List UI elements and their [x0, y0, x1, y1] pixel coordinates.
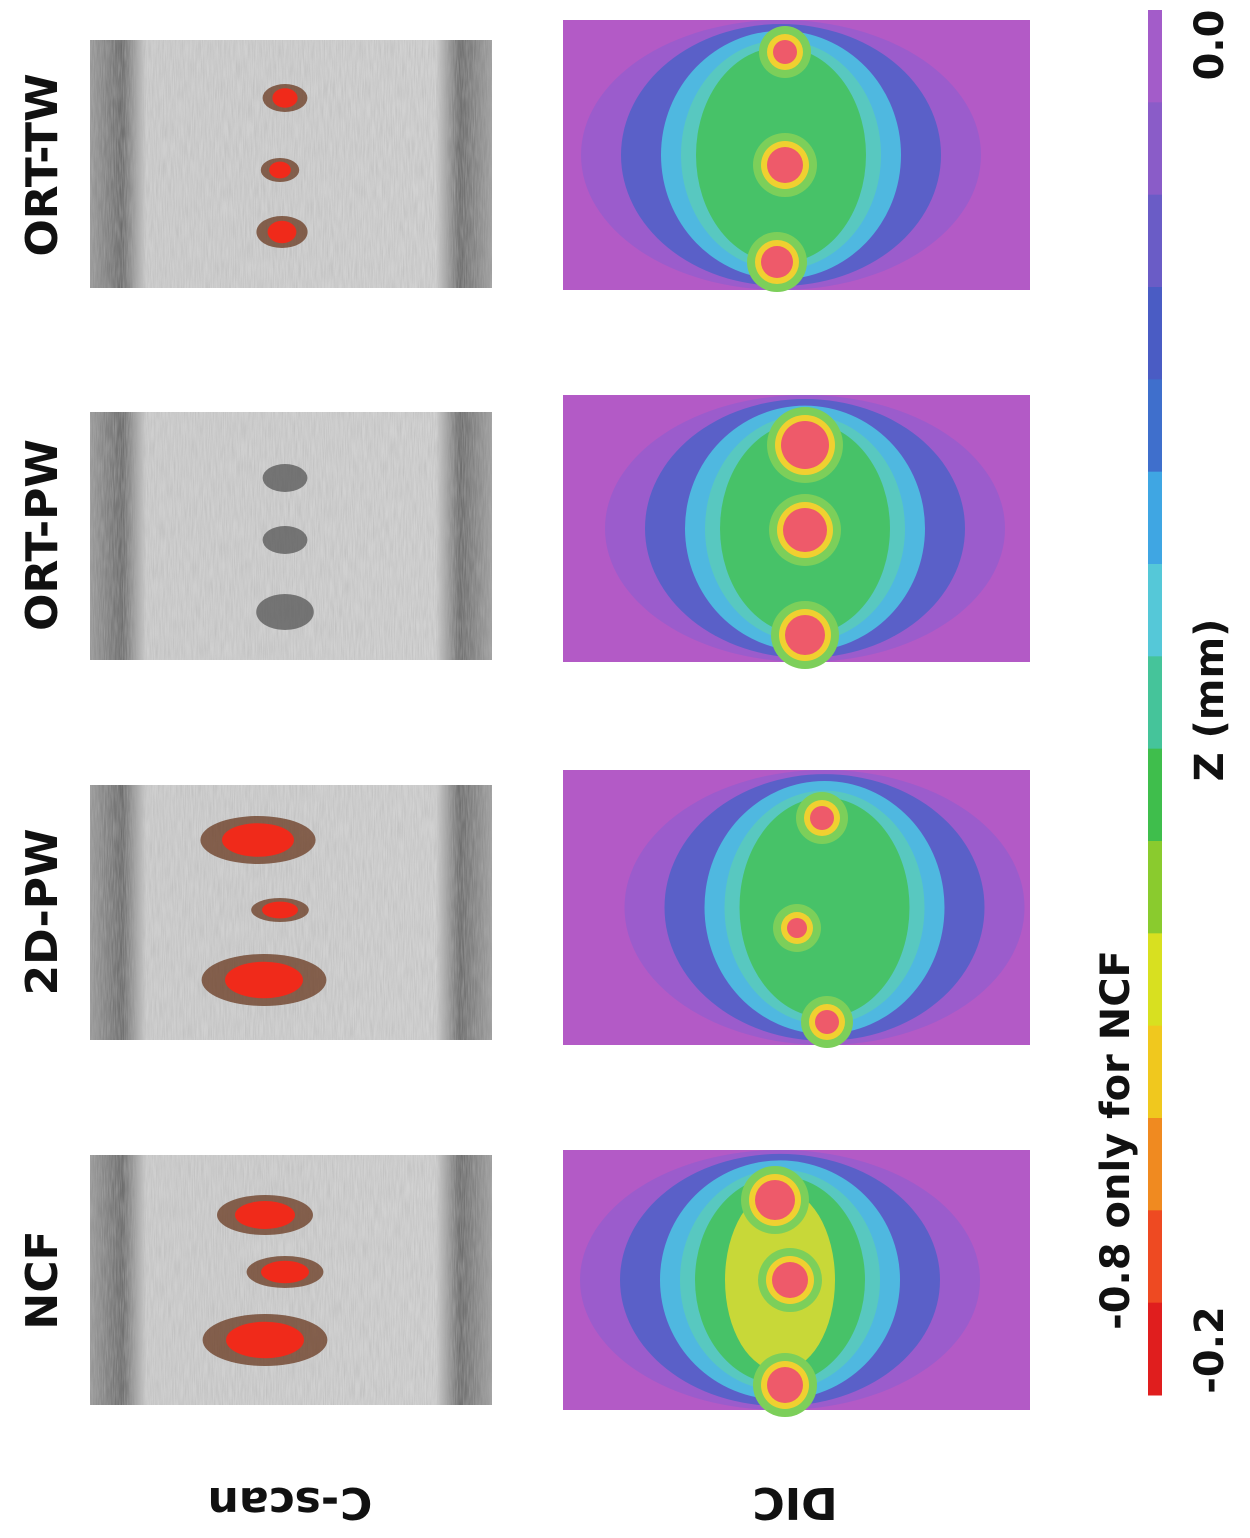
dic-contour — [739, 797, 910, 1018]
colorbar-band — [1148, 933, 1162, 1027]
colorbar-band — [1148, 379, 1162, 473]
colorbar-tick-label: 0.0 — [1187, 10, 1233, 81]
row-label: ORT-PW — [17, 439, 68, 631]
colorbar-band — [1148, 471, 1162, 565]
column-label: DIC — [752, 1477, 837, 1528]
damage-core — [235, 1201, 295, 1229]
damage-core — [225, 961, 303, 999]
colorbar-band — [1148, 287, 1162, 380]
dic-peak — [785, 615, 825, 655]
dic-peak — [815, 1010, 839, 1034]
dic-peak — [781, 421, 829, 469]
colorbar: 0.0 -0.2 Z (mm) -0.8 only for NCF — [1093, 10, 1233, 1396]
colorbar-band — [1148, 10, 1162, 103]
dic-peak — [761, 246, 793, 278]
dic-peak — [787, 918, 807, 938]
damage-core — [261, 1260, 309, 1284]
colorbar-band — [1148, 656, 1162, 750]
damage-spot — [262, 526, 308, 554]
colorbar-band — [1148, 1210, 1162, 1304]
colorbar-band — [1148, 1025, 1162, 1119]
damage-core — [222, 823, 294, 857]
colorbar-band — [1148, 748, 1162, 842]
damage-core — [267, 220, 297, 244]
dic-peak — [767, 147, 803, 183]
row-label: ORT-TW — [17, 73, 68, 256]
dic-peak — [783, 508, 827, 552]
colorbar-band — [1148, 1118, 1162, 1211]
colorbar-label: Z (mm) — [1187, 619, 1233, 782]
dic-peak — [767, 1367, 803, 1403]
colorbar-band — [1148, 194, 1162, 288]
colorbar-tick-label: -0.2 — [1187, 1306, 1233, 1393]
labels: ORT-TW ORT-PW 2D-PW NCF C-scan DIC — [17, 73, 838, 1528]
damage-core — [262, 901, 298, 919]
damage-core — [269, 161, 291, 179]
colorbar-band — [1148, 564, 1162, 657]
dic-peak — [772, 1262, 808, 1298]
damage-spot — [256, 594, 314, 630]
damage-core — [272, 88, 298, 108]
colorbar-note: -0.8 only for NCF — [1093, 950, 1139, 1330]
damage-core — [226, 1321, 304, 1359]
row-label: NCF — [17, 1230, 68, 1329]
colorbar-band — [1148, 102, 1162, 196]
dic-peak — [810, 806, 834, 830]
row-label: 2D-PW — [17, 829, 68, 996]
dic-peak — [755, 1180, 795, 1220]
colorbar-band — [1148, 1302, 1162, 1396]
damage-spot — [262, 464, 308, 492]
column-label: C-scan — [208, 1477, 373, 1528]
panels — [90, 20, 1030, 1417]
dic-peak — [773, 40, 797, 64]
colorbar-band — [1148, 841, 1162, 934]
